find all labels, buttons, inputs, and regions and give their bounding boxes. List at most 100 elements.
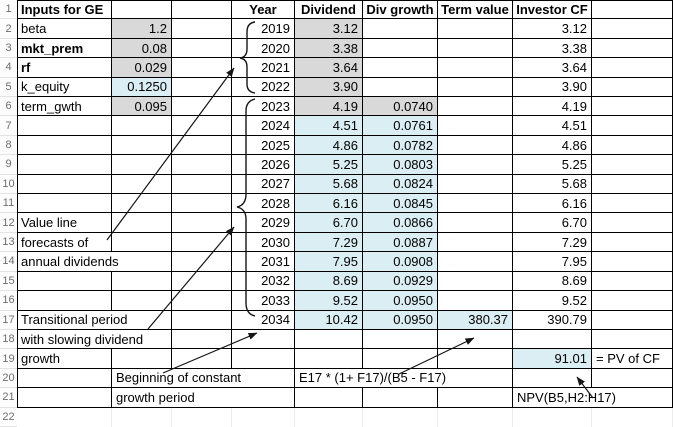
cell-c2[interactable] <box>172 19 232 39</box>
row-header-8[interactable]: 8 <box>0 135 17 156</box>
row-header-13[interactable]: 13 <box>0 232 17 253</box>
cell-d17[interactable]: 2034 <box>232 310 295 330</box>
cell-a9[interactable] <box>17 155 112 175</box>
cell-i16[interactable] <box>592 291 673 311</box>
cell-e22[interactable] <box>295 407 363 427</box>
cell-d3[interactable]: 2020 <box>232 38 295 59</box>
cell-b12[interactable] <box>112 213 172 233</box>
cell-h10[interactable]: 5.68 <box>513 174 592 195</box>
cell-d5[interactable]: 2022 <box>232 77 295 98</box>
cell-d14[interactable]: 2031 <box>232 252 295 272</box>
cell-c9[interactable] <box>172 155 232 175</box>
cell-c13[interactable] <box>172 232 232 253</box>
cell-e18[interactable] <box>295 329 363 350</box>
cell-a21[interactable] <box>17 388 112 408</box>
cell-h11[interactable]: 6.16 <box>513 194 592 214</box>
cell-c17[interactable] <box>172 310 232 330</box>
note-with-slowing-dividend[interactable]: with slowing dividend <box>17 329 172 350</box>
row-header-22[interactable]: 22 <box>0 407 17 427</box>
cell-i1[interactable] <box>592 0 673 20</box>
cell-i10[interactable] <box>592 174 673 195</box>
cell-i9[interactable] <box>592 155 673 175</box>
cell-b7[interactable] <box>112 116 172 136</box>
cell-d7[interactable]: 2024 <box>232 116 295 136</box>
cell-f4[interactable] <box>363 58 438 78</box>
cell-g3[interactable] <box>438 38 513 59</box>
cell-a20[interactable] <box>17 368 112 389</box>
row-header-18[interactable]: 18 <box>0 329 17 350</box>
cell-e16[interactable]: 9.52 <box>295 291 363 311</box>
cell-a8[interactable] <box>17 135 112 156</box>
row-header-5[interactable]: 5 <box>0 77 17 98</box>
cell-e12[interactable]: 6.70 <box>295 213 363 233</box>
cell-h5[interactable]: 3.90 <box>513 77 592 98</box>
cell-c4[interactable] <box>172 58 232 78</box>
input-value-term_gwth[interactable]: 0.095 <box>112 97 172 117</box>
note-annual-dividends[interactable]: annual dividends <box>17 252 172 272</box>
cell-e13[interactable]: 7.29 <box>295 232 363 253</box>
cell-b22[interactable] <box>112 407 172 427</box>
cell-c12[interactable] <box>172 213 232 233</box>
row-header-7[interactable]: 7 <box>0 116 17 136</box>
note-forecasts-of[interactable]: forecasts of <box>17 232 112 253</box>
cell-c6[interactable] <box>172 97 232 117</box>
cell-inputs-title[interactable]: Inputs for GE <box>17 0 112 20</box>
cell-c3[interactable] <box>172 38 232 59</box>
cell-h9[interactable]: 5.25 <box>513 155 592 175</box>
cell-g9[interactable] <box>438 155 513 175</box>
cell-f9[interactable]: 0.0803 <box>363 155 438 175</box>
cell-c14[interactable] <box>172 252 232 272</box>
cell-g7[interactable] <box>438 116 513 136</box>
cell-g19[interactable] <box>438 349 513 369</box>
cell-h14[interactable]: 7.95 <box>513 252 592 272</box>
cell-b11[interactable] <box>112 194 172 214</box>
cell-h15[interactable]: 8.69 <box>513 271 592 292</box>
cell-f8[interactable]: 0.0782 <box>363 135 438 156</box>
column-header-term-value[interactable]: Term value <box>438 0 513 20</box>
cell-i14[interactable] <box>592 252 673 272</box>
cell-g14[interactable] <box>438 252 513 272</box>
row-header-12[interactable]: 12 <box>0 213 17 233</box>
cell-g15[interactable] <box>438 271 513 292</box>
cell-c1[interactable] <box>172 0 232 20</box>
cell-d13[interactable]: 2030 <box>232 232 295 253</box>
cell-f14[interactable]: 0.0908 <box>363 252 438 272</box>
cell-h8[interactable]: 4.86 <box>513 135 592 156</box>
row-header-20[interactable]: 20 <box>0 368 17 389</box>
row-header-1[interactable]: 1 <box>0 0 17 20</box>
note-value-line[interactable]: Value line <box>17 213 112 233</box>
cell-g8[interactable] <box>438 135 513 156</box>
cell-b1[interactable] <box>112 0 172 20</box>
cell-f3[interactable] <box>363 38 438 59</box>
cell-d18[interactable] <box>232 329 295 350</box>
cell-f6[interactable]: 0.0740 <box>363 97 438 117</box>
cell-h2[interactable]: 3.12 <box>513 19 592 39</box>
cell-g6[interactable] <box>438 97 513 117</box>
row-header-9[interactable]: 9 <box>0 155 17 175</box>
row-header-2[interactable]: 2 <box>0 19 17 39</box>
cell-i17[interactable] <box>592 310 673 330</box>
cell-e14[interactable]: 7.95 <box>295 252 363 272</box>
row-header-21[interactable]: 21 <box>0 388 17 408</box>
cell-f15[interactable]: 0.0929 <box>363 271 438 292</box>
cell-g18[interactable] <box>438 329 513 350</box>
term-value-formula[interactable]: E17 * (1+ F17)/(B5 - F17) <box>295 368 513 389</box>
cell-f7[interactable]: 0.0761 <box>363 116 438 136</box>
row-header-4[interactable]: 4 <box>0 58 17 78</box>
cell-i4[interactable] <box>592 58 673 78</box>
cell-d8[interactable]: 2025 <box>232 135 295 156</box>
cell-f16[interactable]: 0.0950 <box>363 291 438 311</box>
cell-h18[interactable] <box>513 329 592 350</box>
row-header-10[interactable]: 10 <box>0 174 17 195</box>
cell-f17[interactable]: 0.0950 <box>363 310 438 330</box>
cell-f12[interactable]: 0.0866 <box>363 213 438 233</box>
cell-f5[interactable] <box>363 77 438 98</box>
cell-e3[interactable]: 3.38 <box>295 38 363 59</box>
cell-d16[interactable]: 2033 <box>232 291 295 311</box>
cell-i5[interactable] <box>592 77 673 98</box>
cell-d10[interactable]: 2027 <box>232 174 295 195</box>
cell-h7[interactable]: 4.51 <box>513 116 592 136</box>
column-header-year[interactable]: Year <box>232 0 295 20</box>
cell-i11[interactable] <box>592 194 673 214</box>
cell-c5[interactable] <box>172 77 232 98</box>
